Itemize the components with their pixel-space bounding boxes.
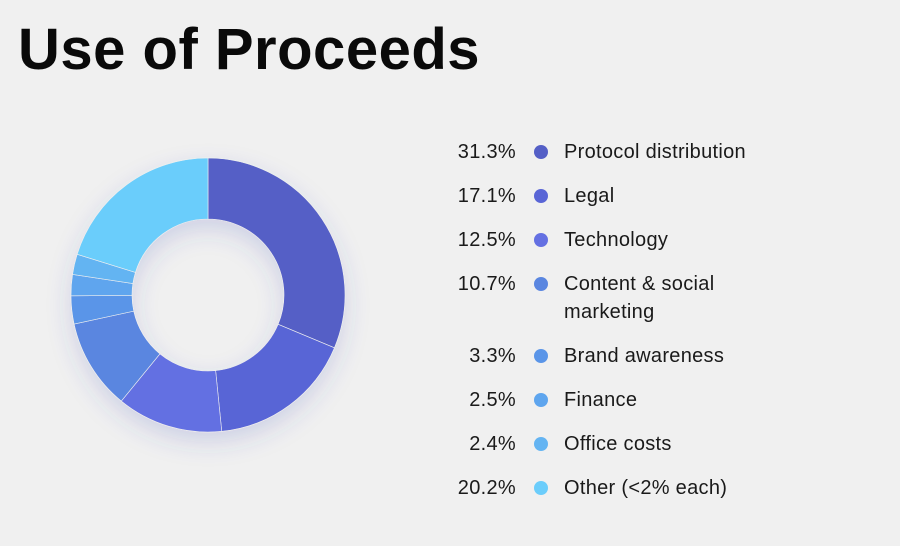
legend-label: Protocol distribution [564,141,746,163]
legend-label: Other (<2% each) [564,477,728,499]
legend-label: Content & social marketing [564,273,715,323]
donut-slice-other-2-each [76,157,209,273]
legend-label: Legal [564,185,615,207]
legend-color-dot-icon [534,277,548,291]
legend-item: 31.3% Protocol distribution [430,138,870,166]
legend-item: 17.1% Legal [430,182,870,210]
legend-label: Office costs [564,433,672,455]
legend-color-dot-icon [534,393,548,407]
donut-svg [70,157,346,433]
legend-color-dot-icon [534,349,548,363]
legend-percent: 2.4% [469,433,516,455]
legend-percent: 20.2% [457,477,516,499]
legend-item: 20.2% Other (<2% each) [430,474,870,502]
legend-label: Finance [564,389,638,411]
legend-item: 3.3% Brand awareness [430,342,870,370]
donut-chart [40,135,380,475]
legend-color-dot-icon [534,189,548,203]
legend-color-dot-icon [534,233,548,247]
legend-item: 10.7% Content & social marketing [430,270,870,326]
legend-percent: 12.5% [457,229,516,251]
legend-color-dot-icon [534,437,548,451]
chart-legend: 31.3% Protocol distribution 17.1% Legal 12.5… [430,138,870,518]
legend-item: 12.5% Technology [430,226,870,254]
legend-item: 2.4% Office costs [430,430,870,458]
legend-percent: 31.3% [457,141,516,163]
legend-percent: 10.7% [457,273,516,295]
legend-color-dot-icon [534,481,548,495]
legend-color-dot-icon [534,145,548,159]
legend-percent: 3.3% [469,345,516,367]
legend-item: 2.5% Finance [430,386,870,414]
donut-slice-legal [215,323,335,432]
legend-label: Brand awareness [564,345,725,367]
legend-percent: 2.5% [469,389,516,411]
legend-label: Technology [564,229,669,251]
page-title: Use of Proceeds [18,17,481,82]
legend-percent: 17.1% [457,185,516,207]
donut-slice-protocol-distribution [207,157,346,349]
